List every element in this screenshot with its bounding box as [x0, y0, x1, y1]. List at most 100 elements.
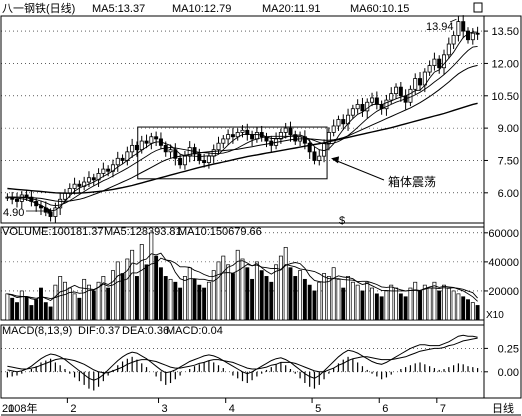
candle-body [101, 168, 106, 174]
volume-bar [360, 290, 365, 321]
volume-bar [187, 267, 192, 321]
candle-body [211, 149, 216, 157]
candle-body [456, 21, 461, 36]
candle-body [206, 155, 211, 164]
candle-body [53, 207, 58, 217]
candle-body [144, 140, 149, 144]
volume-bar [101, 276, 106, 321]
candle-body [77, 183, 82, 187]
candle-body [197, 153, 202, 161]
volume-bar [221, 255, 226, 321]
candle-body [86, 177, 91, 183]
volume-bar [250, 278, 255, 321]
volume-bar [72, 293, 77, 321]
volume-bar [43, 302, 48, 321]
volume-bar [470, 302, 475, 321]
volume-bar [96, 281, 101, 321]
candle-body [437, 58, 442, 69]
volume-bar [398, 293, 403, 321]
candle-body [307, 142, 312, 153]
candle-body [288, 127, 293, 135]
candle-body [413, 78, 418, 90]
candle-body [470, 32, 475, 41]
volume-bar [226, 264, 231, 321]
volume-bar [331, 267, 336, 321]
candle-body [466, 30, 471, 41]
volume-bar [163, 276, 168, 321]
volume-bar [370, 287, 374, 321]
candle-body [370, 97, 375, 103]
volume-bar [29, 305, 34, 321]
price-tick-label: 13.50 [491, 26, 519, 38]
candle-body [408, 88, 413, 103]
volume-tick-label: 40000 [488, 257, 519, 269]
volume-bar [475, 305, 480, 321]
candle-body [91, 177, 96, 181]
volume-bar [144, 264, 149, 321]
volume-bar [346, 276, 351, 321]
volume-bar [120, 273, 125, 321]
volume-bar [422, 284, 427, 321]
candle-body [350, 108, 355, 116]
candle-body [178, 157, 183, 166]
candle-body [475, 32, 480, 35]
volume-multiplier-label: X10 [486, 310, 504, 321]
volume-bar [5, 293, 10, 321]
volume-bar [418, 290, 422, 321]
candle-body [240, 129, 245, 133]
volume-bar [206, 281, 211, 321]
volume-bar [379, 296, 384, 321]
candle-body [106, 168, 111, 172]
volume-bar [259, 270, 264, 321]
volume-bar [466, 299, 470, 321]
maximize-icon[interactable] [473, 2, 483, 13]
month-label: 1 [8, 403, 14, 415]
candle-body [130, 144, 135, 153]
volume-bar [278, 255, 283, 321]
volume-bar [461, 296, 466, 321]
volume-bar [24, 296, 29, 321]
candle-body [216, 142, 221, 151]
volume-bar [15, 302, 19, 321]
volume-bar [389, 284, 394, 321]
candle-body [221, 138, 226, 144]
candle-body [312, 151, 317, 161]
volume-bar [115, 261, 120, 321]
volume-bar [432, 281, 437, 321]
volume-bar [374, 293, 379, 321]
dea-line [7, 337, 478, 374]
volume-bar [149, 232, 154, 321]
volume-bar [288, 267, 293, 321]
volume-bar [168, 278, 173, 321]
volume-bar [293, 276, 298, 321]
candle-body [14, 198, 19, 202]
month-label: 4 [229, 403, 235, 415]
candle-body [389, 93, 394, 101]
candle-body [360, 104, 365, 112]
price-tick-label: 10.50 [491, 91, 519, 103]
price-tick-label: 12.00 [491, 58, 519, 70]
ma10-line [7, 45, 478, 207]
candle-body [317, 155, 322, 161]
candle-body [139, 140, 144, 151]
price-tick-label: 9.00 [498, 123, 519, 135]
x-axis-year-label: 2008年 [2, 401, 37, 415]
candle-body [336, 119, 341, 127]
candle-body [226, 134, 231, 140]
macd-tick-label: 0.00 [498, 367, 519, 379]
volume-bar [317, 281, 322, 321]
candle-body [451, 35, 456, 45]
x-axis-period-label: 日线 [492, 401, 514, 415]
volume-bar [111, 270, 115, 321]
price-tick-label: 6.00 [498, 188, 519, 200]
volume-bar [312, 290, 317, 321]
volume-bar [48, 306, 53, 321]
volume-bar [77, 297, 82, 321]
volume-bar [240, 258, 245, 321]
dea-readout: DEA:0.36 [122, 325, 169, 337]
volume-bar [341, 287, 346, 321]
volume-bar [437, 290, 442, 321]
ma5-line [7, 31, 478, 212]
candle-body [58, 198, 63, 209]
